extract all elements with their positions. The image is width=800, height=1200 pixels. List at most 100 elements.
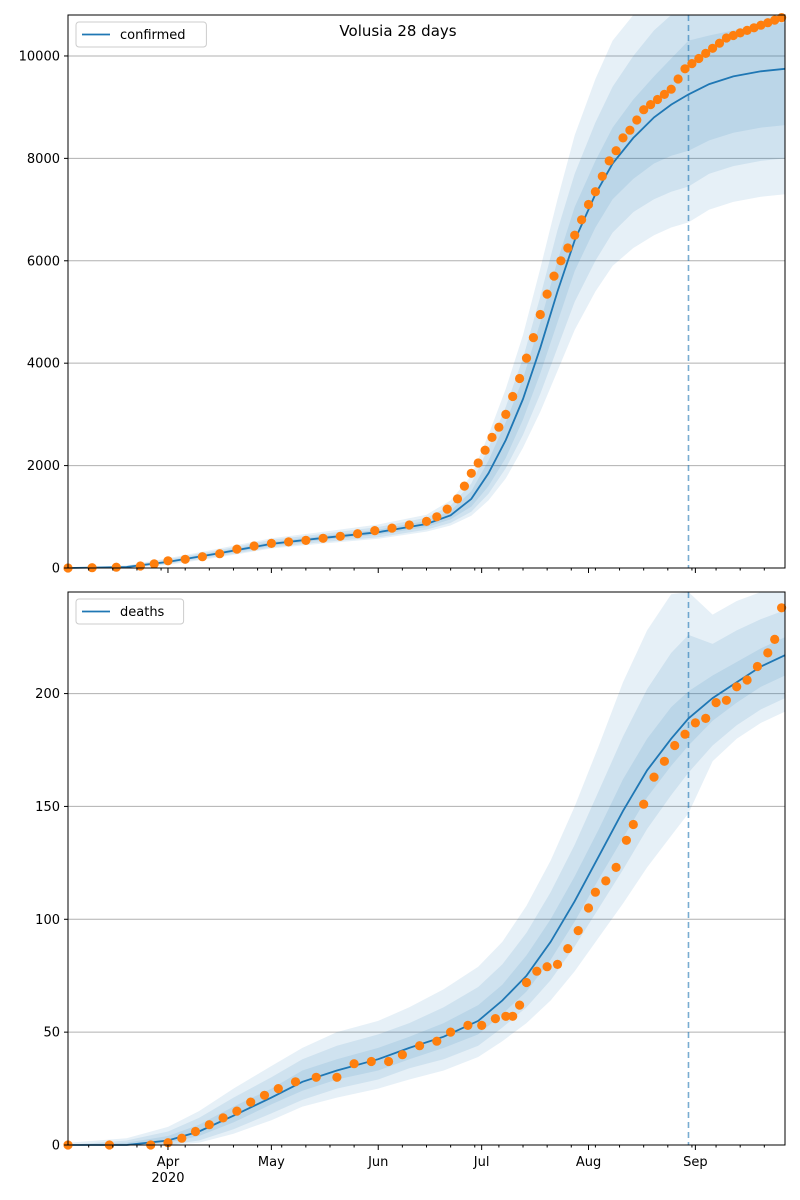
observed-point bbox=[597, 171, 607, 181]
y-tick-label: 200 bbox=[35, 687, 60, 702]
observed-point bbox=[266, 538, 276, 549]
observed-point bbox=[590, 887, 601, 897]
legend-confirmed: confirmed bbox=[75, 21, 207, 48]
observed-point bbox=[332, 1072, 342, 1082]
y-tick-label: 50 bbox=[43, 1026, 60, 1041]
observed-point bbox=[542, 289, 552, 299]
y-tick-label: 100 bbox=[35, 913, 60, 928]
legend-box bbox=[75, 21, 207, 48]
observed-point bbox=[180, 554, 190, 564]
observed-point bbox=[290, 1077, 301, 1087]
observed-point bbox=[311, 1072, 321, 1082]
observed-point bbox=[763, 648, 773, 658]
observed-point bbox=[190, 1126, 201, 1137]
observed-point bbox=[721, 695, 732, 705]
observed-point bbox=[370, 526, 380, 536]
observed-point bbox=[273, 1084, 283, 1094]
observed-point bbox=[742, 675, 752, 685]
x-tick-label: Jun bbox=[367, 1155, 388, 1170]
observed-point bbox=[515, 373, 525, 384]
observed-point bbox=[721, 33, 732, 43]
observed-point bbox=[163, 556, 173, 566]
observed-point bbox=[532, 966, 542, 976]
x-tick-label-line: Apr bbox=[157, 1155, 180, 1170]
observed-point bbox=[421, 516, 432, 527]
observed-point bbox=[618, 133, 628, 143]
x-tick-label-line: Jun bbox=[367, 1155, 388, 1170]
y-tick-label: 0 bbox=[52, 562, 60, 577]
observed-point bbox=[770, 634, 780, 645]
observed-point bbox=[384, 1056, 394, 1067]
observed-point bbox=[583, 903, 594, 913]
observed-point bbox=[442, 504, 452, 514]
observed-point bbox=[601, 876, 611, 886]
observed-point bbox=[673, 74, 683, 84]
observed-point bbox=[694, 53, 704, 64]
observed-point bbox=[570, 230, 580, 240]
observed-point bbox=[197, 552, 207, 562]
observed-point bbox=[387, 523, 397, 533]
observed-point bbox=[463, 1020, 473, 1030]
uncertainty-band-3 bbox=[68, 592, 785, 1145]
observed-point bbox=[659, 756, 670, 766]
observed-point bbox=[770, 15, 780, 25]
x-tick-label: May bbox=[258, 1155, 285, 1170]
observed-point bbox=[563, 944, 573, 954]
observed-point bbox=[611, 862, 621, 873]
observed-point bbox=[732, 682, 742, 692]
legend-deaths: deaths bbox=[75, 598, 185, 625]
observed-point bbox=[366, 1056, 376, 1067]
uncertainty-band-1 bbox=[68, 22, 785, 568]
x-tick-label: Aug bbox=[576, 1155, 601, 1170]
y-tick-label: 10000 bbox=[19, 49, 60, 64]
observed-point bbox=[621, 835, 632, 845]
x-tick-label-line: May bbox=[258, 1155, 285, 1170]
x-tick-label-line: Sep bbox=[683, 1155, 708, 1170]
x-tick-label-line: 2020 bbox=[151, 1171, 184, 1186]
x-tick-label-line: Aug bbox=[576, 1155, 601, 1170]
observed-point bbox=[494, 422, 504, 432]
x-tick-label-line: Jul bbox=[473, 1155, 490, 1170]
observed-point bbox=[687, 59, 697, 69]
observed-point bbox=[466, 468, 476, 478]
observed-point bbox=[259, 1090, 270, 1100]
observed-point bbox=[246, 1097, 256, 1107]
legend-label: confirmed bbox=[120, 28, 186, 43]
observed-point bbox=[521, 353, 532, 363]
observed-point bbox=[301, 535, 311, 546]
observed-point bbox=[446, 1027, 456, 1037]
observed-point bbox=[480, 445, 490, 455]
observed-point bbox=[318, 533, 328, 543]
observed-point bbox=[590, 187, 601, 197]
confirmed-chart-panel: 0 2000 4000 6000 8000 10000 confirmed bbox=[19, 13, 787, 577]
observed-point bbox=[490, 1014, 500, 1024]
observed-point bbox=[735, 28, 745, 38]
observed-point bbox=[649, 772, 659, 782]
observed-point bbox=[404, 520, 414, 530]
observed-point bbox=[549, 271, 559, 281]
observed-point bbox=[625, 125, 635, 135]
observed-point bbox=[690, 718, 701, 728]
observed-point bbox=[501, 409, 511, 419]
observed-point bbox=[583, 199, 594, 210]
observed-point bbox=[111, 562, 121, 572]
observed-point bbox=[415, 1041, 425, 1051]
uncertainty-band-2 bbox=[68, 610, 785, 1145]
observed-point bbox=[349, 1059, 359, 1069]
legend-box bbox=[75, 598, 185, 625]
observed-point bbox=[652, 94, 663, 105]
observed-point bbox=[249, 541, 259, 551]
observed-point bbox=[515, 1000, 525, 1010]
observed-point bbox=[542, 962, 552, 972]
observed-point bbox=[353, 529, 363, 539]
y-tick-label: 6000 bbox=[27, 254, 60, 269]
observed-point bbox=[432, 512, 442, 522]
observed-point bbox=[232, 1106, 242, 1116]
observed-point bbox=[711, 698, 721, 708]
legend-label: deaths bbox=[120, 605, 165, 620]
observed-point bbox=[742, 25, 752, 35]
observed-point bbox=[218, 1113, 228, 1123]
uncertainty-band-3 bbox=[68, 15, 785, 568]
observed-point bbox=[177, 1133, 187, 1143]
